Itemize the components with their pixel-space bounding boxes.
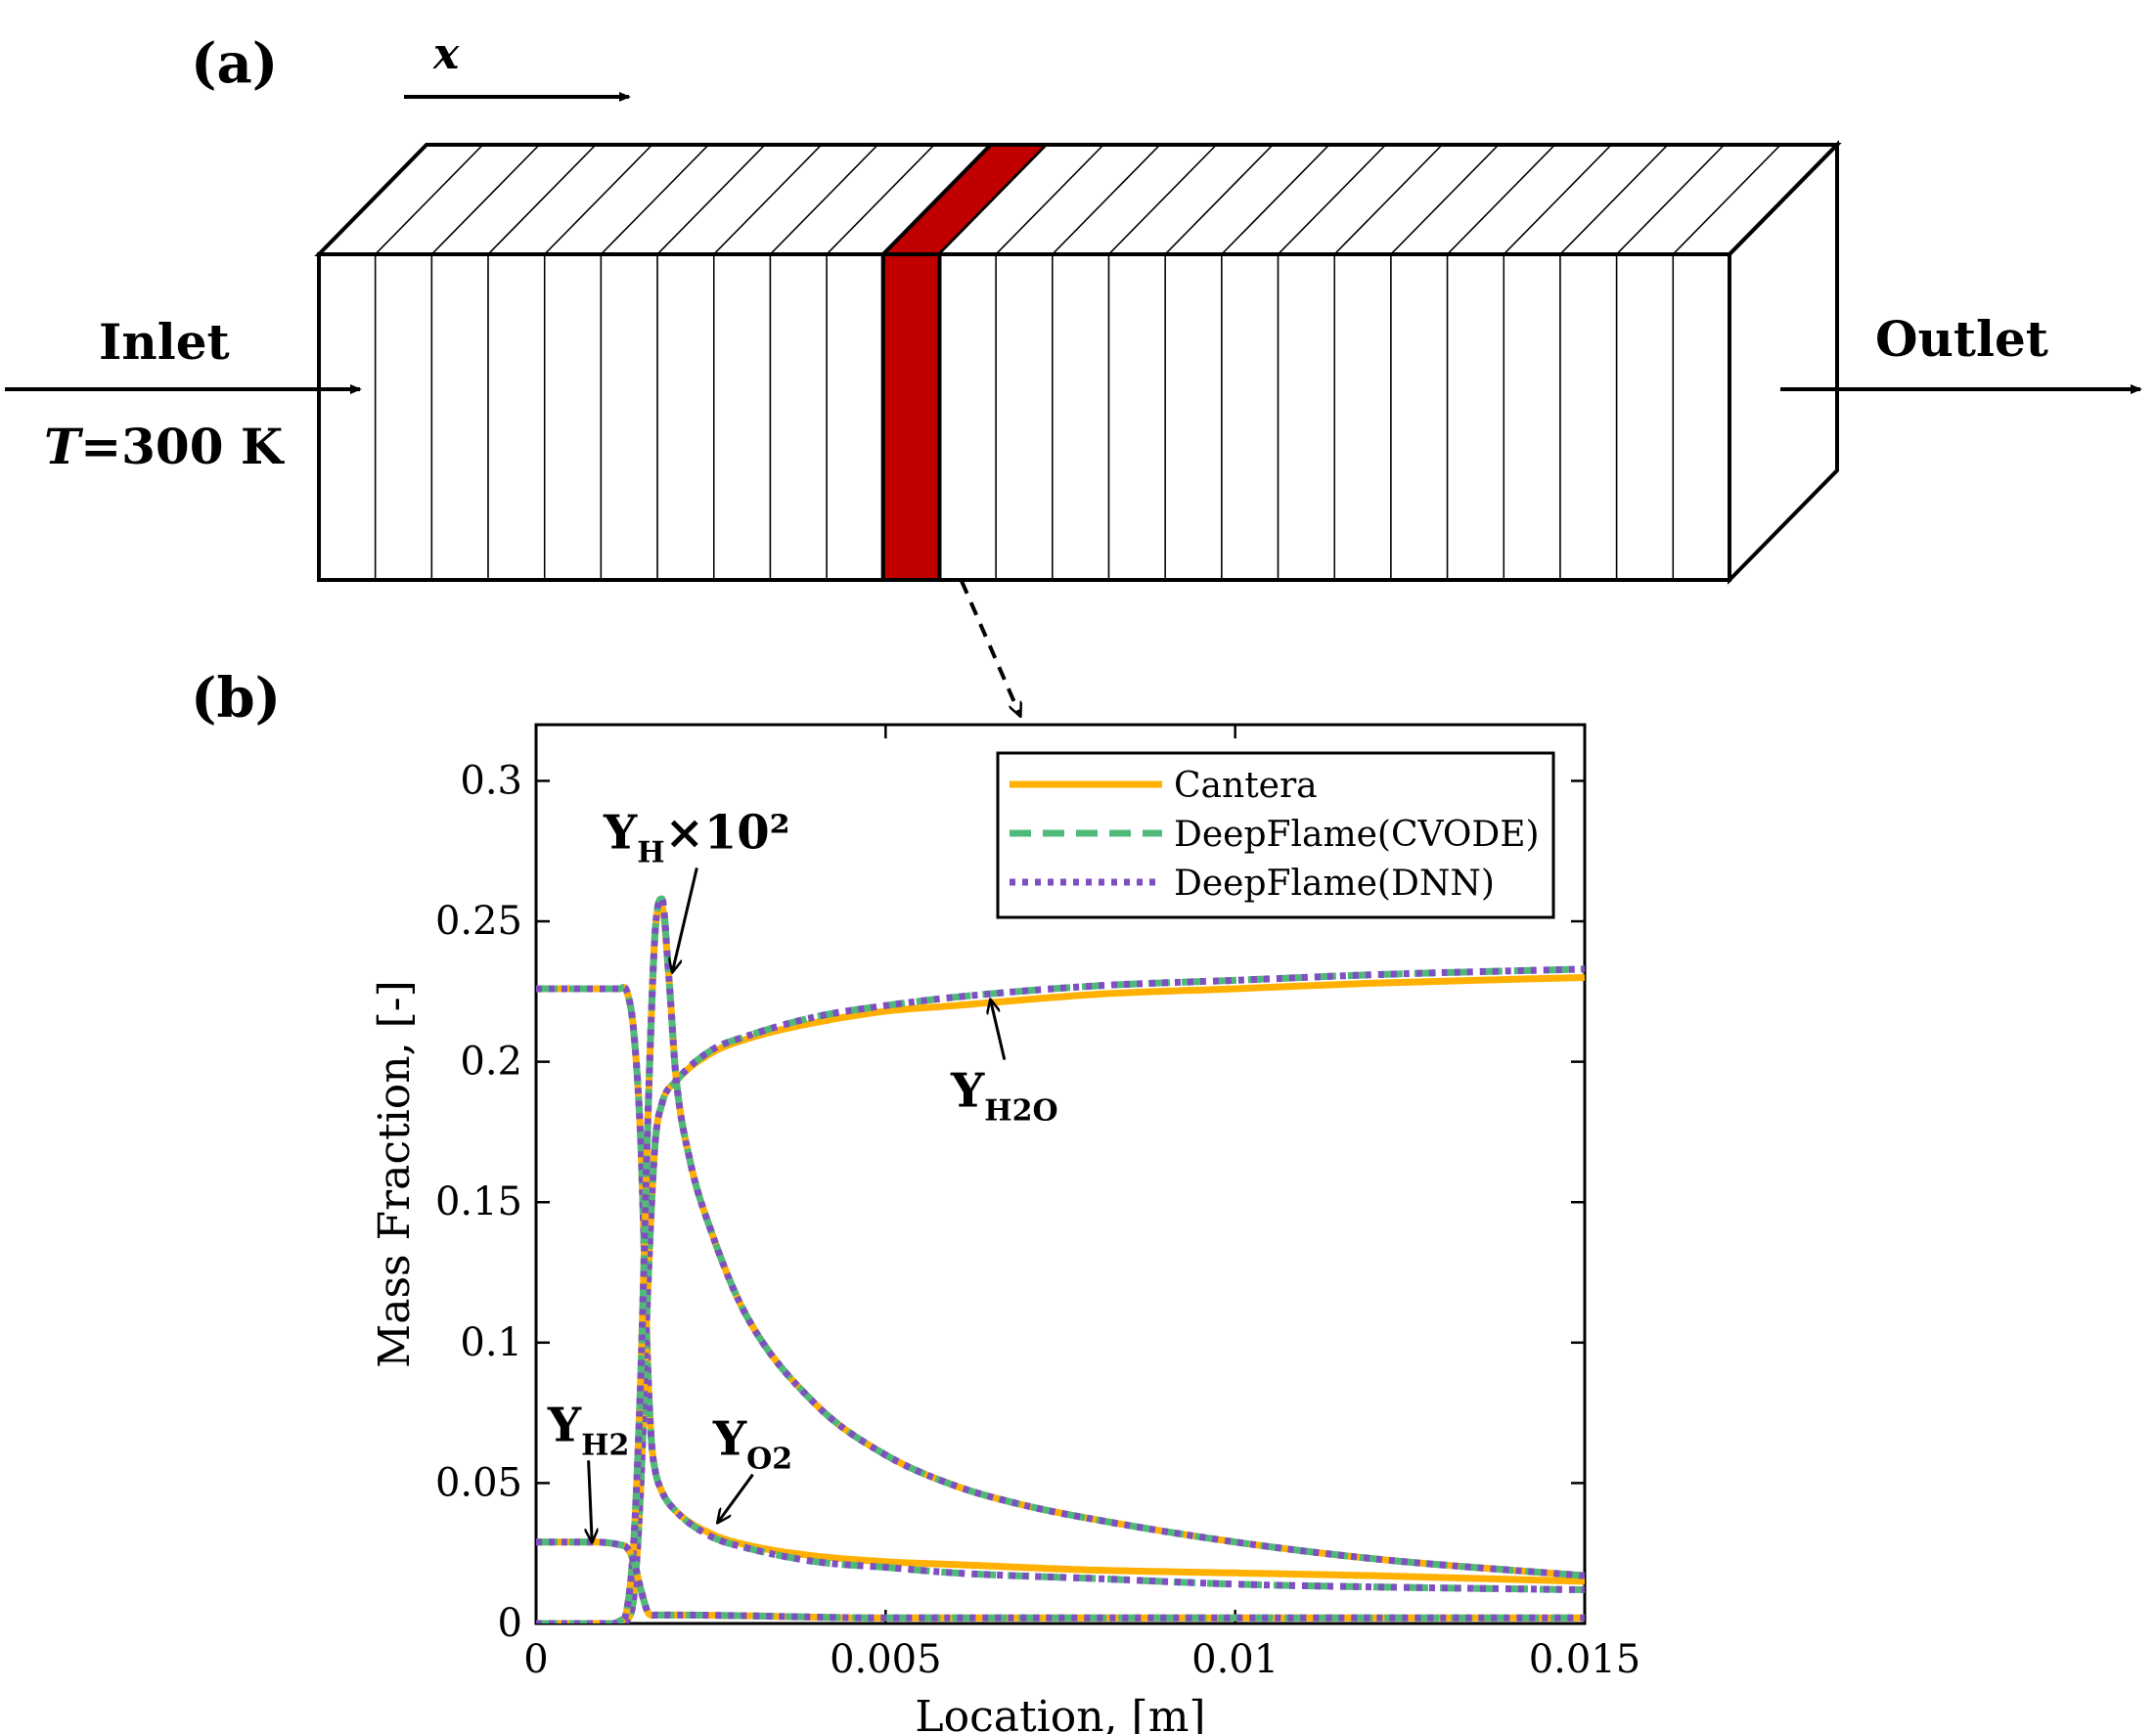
y-tick-label: 0.3 [460,758,522,803]
annotation-arrow [718,1473,754,1523]
curve-h2o-deepflame-cvode- [536,965,1585,1623]
domain-block [314,140,1842,585]
annotation: YH×10² [603,805,790,971]
x-tick-label: 0.015 [1529,1637,1641,1682]
cell [600,253,658,581]
mass-fraction-chart: 0 0.005 0.01 0.015 0 0.05 0.1 0.15 0.2 0.25 0.3 Loc… [370,723,1641,1734]
legend-label: DeepFlame(DNN) [1174,864,1495,904]
cell [1221,253,1280,581]
curve-h-x-10-2-deepflame-dnn- [536,895,1585,1623]
legend: Cantera DeepFlame(CVODE) DeepFlame(DNN) [996,751,1555,919]
annotation-label: YO2 [712,1412,792,1477]
cell [1559,253,1618,581]
panel-b-label: (b) [191,666,281,731]
panel-b: (b) 0 0.005 0.01 0.015 0 0.05 0.1 0.15 0.2 0.25 0.… [191,666,1640,1734]
annotation-label: YH2O [950,1064,1058,1129]
cell [1446,253,1505,581]
highlighted-cell-outline [880,252,942,582]
x-tick-label: 0 [523,1637,548,1682]
x-axis-label: Location, [m] [915,1692,1205,1734]
cell [1107,253,1166,581]
cell [374,253,433,581]
cell [543,253,603,581]
cell [1164,253,1223,581]
cell [1672,253,1730,581]
annotation-arrow [991,1000,1007,1060]
annotation-label: YH2 [547,1398,629,1462]
cell [826,253,884,581]
inlet-label: Inlet [99,313,230,371]
x-tick-label: 0.005 [830,1637,942,1682]
cell [487,253,546,581]
curves [536,895,1585,1623]
curve-h2-deepflame-dnn- [536,1538,1585,1622]
inlet-temperature: T=300 K [44,418,285,475]
highlighted-cell [880,252,942,582]
y-tick-label: 0.1 [460,1320,522,1365]
annotation: YH2O [950,1000,1058,1129]
zoom-dashed-arrow [960,580,1020,716]
annotation-arrow [672,867,698,971]
cell [1503,253,1561,581]
x-tick-label: 0.01 [1191,1637,1279,1682]
cell [1052,253,1110,581]
cell [938,253,997,581]
y-axis-label: Mass Fraction, [-] [370,980,420,1368]
cell [656,253,715,581]
block-top-outline [314,143,1842,256]
x-axis-label: x [432,29,460,79]
cell [995,253,1054,581]
cell [713,253,772,581]
cell [1615,253,1675,581]
y-tick-label: 0.15 [435,1179,522,1224]
panel-a-label: (a) [191,31,278,96]
outlet-label: Outlet [1875,310,2048,368]
y-tick-label: 0 [498,1601,522,1646]
cell [769,253,828,581]
cell [318,253,377,581]
y-tick-label: 0.05 [435,1460,522,1505]
panel-a: (a) x Inlet T=300 K Outlet [5,29,2142,716]
cell [1333,253,1392,581]
annotation-label: YH×10² [603,805,790,869]
annotation: YH2 [547,1398,629,1541]
legend-label: DeepFlame(CVODE) [1174,815,1540,855]
annotation: YO2 [712,1412,792,1523]
y-tick-label: 0.2 [460,1040,522,1085]
cell [1390,253,1449,581]
curve-h2o-deepflame-dnn- [536,965,1585,1623]
cell [430,253,489,581]
curve-o2-deepflame-dnn- [536,984,1585,1594]
y-tick-label: 0.25 [435,899,522,944]
cell [1277,253,1335,581]
annotation-arrow [589,1460,593,1541]
legend-label: Cantera [1174,766,1318,806]
